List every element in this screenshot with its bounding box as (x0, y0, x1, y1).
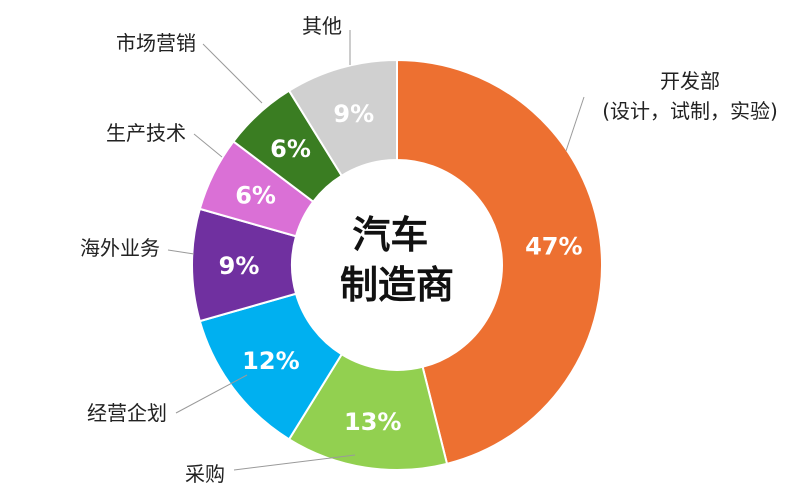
percent-label-4: 6% (235, 182, 276, 210)
category-label-4: 生产技术 (106, 121, 186, 145)
category-label-4-line-0: 生产技术 (106, 121, 186, 145)
category-label-3-line-0: 海外业务 (80, 236, 160, 260)
slices-group (191, 58, 603, 471)
category-label-0: 开发部 (设计，试制，实验) (602, 69, 778, 123)
category-label-5-line-0: 市场营销 (116, 31, 196, 55)
category-label-0-line-0: 开发部 (660, 69, 720, 93)
category-label-6: 其他 (302, 14, 342, 38)
category-label-2-line-0: 经营企划 (87, 401, 167, 425)
leader-line-0 (565, 96, 585, 152)
percent-label-0: 47% (525, 233, 582, 261)
category-label-1-line-0: 采购 (185, 462, 225, 486)
percent-label-6: 9% (333, 100, 374, 128)
leader-line-4 (193, 133, 223, 158)
percent-label-3: 9% (219, 252, 260, 280)
category-label-2: 经营企划 (87, 401, 167, 425)
center-title-line-1: 汽车 (352, 213, 428, 257)
category-label-0-line-1: (设计，试制，实验) (602, 99, 778, 123)
percent-label-2: 12% (242, 347, 299, 375)
leader-line-2 (175, 374, 248, 414)
percent-label-1: 13% (344, 408, 401, 436)
donut-hole (292, 160, 502, 370)
percent-labels-group: 47% 13% 12% 9% 6% 6% 9% (219, 100, 583, 436)
leader-line-1 (233, 454, 356, 471)
leader-lines-group (167, 30, 585, 471)
leader-line-3 (167, 249, 195, 255)
category-label-3: 海外业务 (80, 236, 160, 260)
leader-line-5 (202, 43, 263, 104)
category-labels-group: 开发部 (设计，试制，实验) 采购 经营企划 海外业务 生产技术 市场营销 其他 (80, 14, 778, 486)
center-title-line-2: 制造商 (340, 263, 454, 307)
category-label-6-line-0: 其他 (302, 14, 342, 38)
category-label-5: 市场营销 (116, 31, 196, 55)
category-label-1: 采购 (185, 462, 225, 486)
percent-label-5: 6% (270, 135, 311, 163)
center-title: 汽车 制造商 (340, 213, 454, 307)
